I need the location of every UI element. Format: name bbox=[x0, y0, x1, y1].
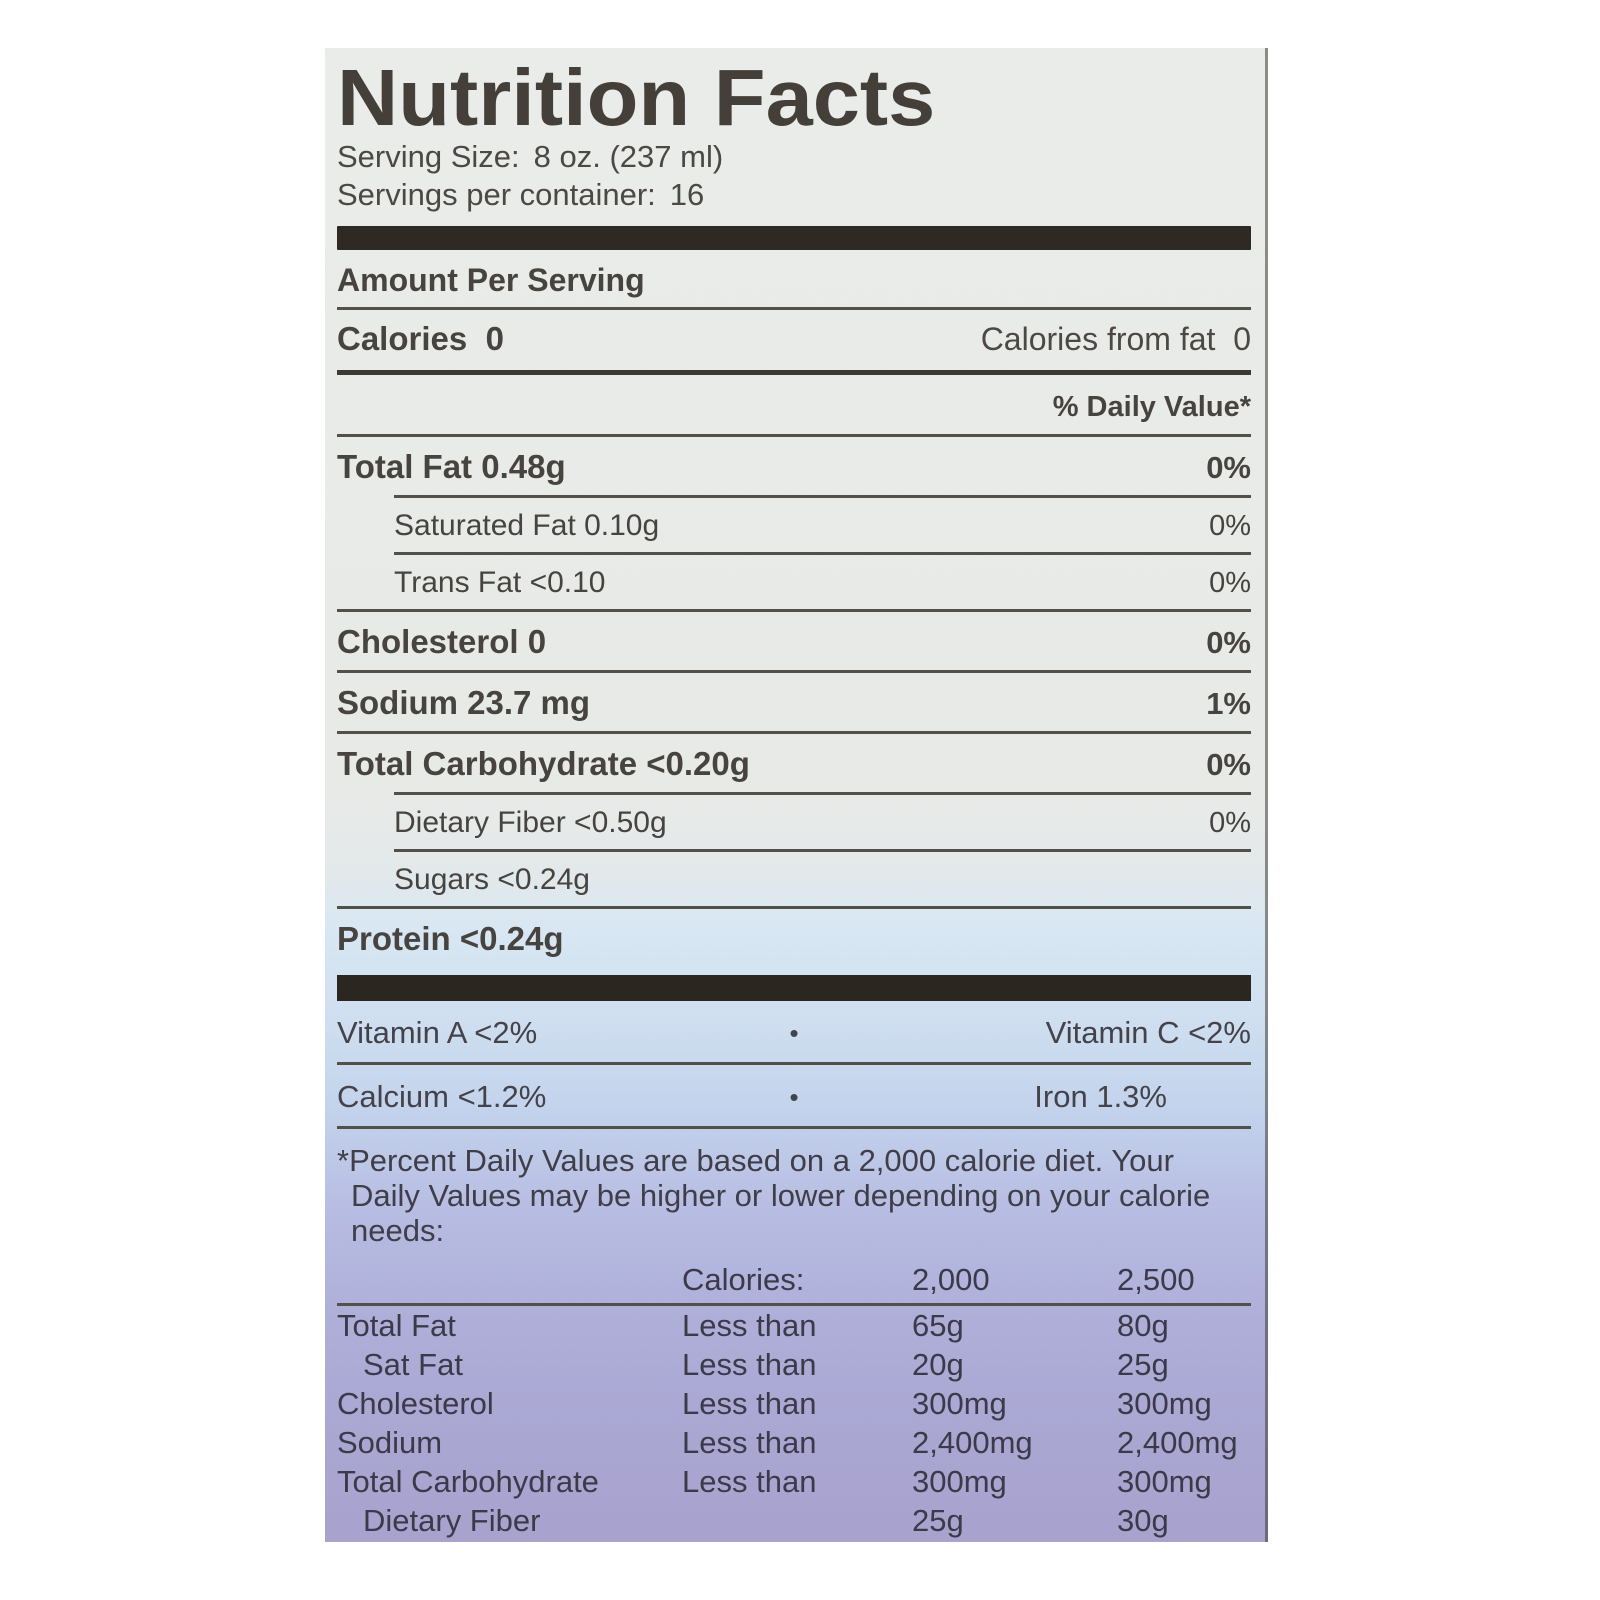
rule-thick bbox=[337, 370, 1251, 375]
ref-header-2500: 2,500 bbox=[1117, 1262, 1195, 1297]
nutrient-row-total-carbohydrate: Total Carbohydrate <0.20g 0% bbox=[337, 745, 1251, 782]
serving-size-label: Serving Size: bbox=[337, 139, 520, 174]
calcium-value: Calcium <1.2% bbox=[337, 1079, 547, 1114]
nutrient-row-sodium: Sodium 23.7 mg 1% bbox=[337, 684, 1251, 721]
amount-per-serving-heading: Amount Per Serving bbox=[337, 262, 645, 298]
rule-indented bbox=[394, 552, 1251, 555]
ref-row-sodium: Sodium Less than 2,400mg 2,400mg bbox=[337, 1425, 1238, 1460]
nutrient-row-total-fat: Total Fat 0.48g 0% bbox=[337, 448, 1251, 485]
bullet-icon: • bbox=[789, 1017, 799, 1048]
rule bbox=[337, 1062, 1251, 1065]
reference-table: Calories: 2,000 2,500 Total Fat Less tha… bbox=[337, 1260, 1251, 1542]
vitamin-a-value: Vitamin A <2% bbox=[337, 1015, 538, 1050]
ref-row-dietary-fiber: Dietary Fiber 25g 30g bbox=[363, 1503, 1169, 1538]
ref-row-sat-fat: Sat Fat Less than 20g 25g bbox=[363, 1347, 1169, 1382]
rule bbox=[337, 434, 1251, 437]
iron-value: Iron 1.3% bbox=[1034, 1079, 1167, 1114]
ref-row-total-fat: Total Fat Less than 65g 80g bbox=[337, 1308, 1169, 1343]
rule bbox=[337, 1126, 1251, 1129]
rule bbox=[337, 1303, 1251, 1306]
nutrient-row-trans-fat: Trans Fat <0.10 0% bbox=[394, 566, 1251, 599]
nutrient-row-protein: Protein <0.24g bbox=[337, 920, 564, 957]
rule bbox=[337, 906, 1251, 909]
serving-size-line: Serving Size: 8 oz. (237 ml) bbox=[337, 138, 1251, 176]
servings-per-container-label: Servings per container: bbox=[337, 177, 656, 212]
vitamin-row-a-c: Vitamin A <2% • Vitamin C <2% bbox=[337, 1001, 1251, 1062]
vitamin-c-value: Vitamin C <2% bbox=[1045, 1015, 1251, 1050]
divider-bar-middle bbox=[337, 975, 1251, 1001]
rule-indented bbox=[394, 792, 1251, 795]
daily-values-footnote: *Percent Daily Values are based on a 2,0… bbox=[337, 1143, 1211, 1248]
nutrient-row-sugars: Sugars <0.24g bbox=[394, 863, 590, 896]
nutrition-facts-label: Nutrition Facts Serving Size: 8 oz. (237 … bbox=[325, 48, 1268, 1542]
vitamin-row-calcium-iron: Calcium <1.2% • Iron 1.3% bbox=[337, 1065, 1251, 1126]
label-title: Nutrition Facts bbox=[337, 53, 936, 142]
calories-from-fat-value: Calories from fat 0 bbox=[980, 321, 1251, 357]
ref-header-calories: Calories: bbox=[682, 1262, 805, 1297]
ref-header-2000: 2,000 bbox=[912, 1262, 990, 1297]
rule-indented bbox=[394, 849, 1251, 852]
nutrient-row-dietary-fiber: Dietary Fiber <0.50g 0% bbox=[394, 806, 1251, 839]
bullet-icon: • bbox=[789, 1081, 799, 1112]
rule bbox=[337, 307, 1251, 310]
ref-row-cholesterol: Cholesterol Less than 300mg 300mg bbox=[337, 1386, 1212, 1421]
rule bbox=[337, 609, 1251, 612]
servings-per-container-value: 16 bbox=[669, 177, 705, 212]
calories-row: Calories 0 Calories from fat 0 bbox=[337, 310, 1251, 370]
calories-value: Calories 0 bbox=[337, 320, 504, 357]
rule bbox=[337, 670, 1251, 673]
reference-table-header: Calories: 2,000 2,500 bbox=[337, 1260, 1251, 1299]
rule bbox=[337, 731, 1251, 734]
rule-indented bbox=[394, 495, 1251, 498]
nutrient-row-cholesterol: Cholesterol 0 0% bbox=[337, 623, 1251, 660]
servings-per-container-line: Servings per container: 16 bbox=[337, 176, 1251, 214]
daily-value-header: % Daily Value* bbox=[1052, 391, 1251, 423]
nutrient-row-saturated-fat: Saturated Fat 0.10g 0% bbox=[394, 509, 1251, 542]
divider-bar-top bbox=[337, 226, 1251, 250]
ref-row-total-carbohydrate: Total Carbohydrate Less than 300mg 300mg bbox=[337, 1464, 1212, 1499]
serving-size-value: 8 oz. (237 ml) bbox=[533, 139, 724, 174]
